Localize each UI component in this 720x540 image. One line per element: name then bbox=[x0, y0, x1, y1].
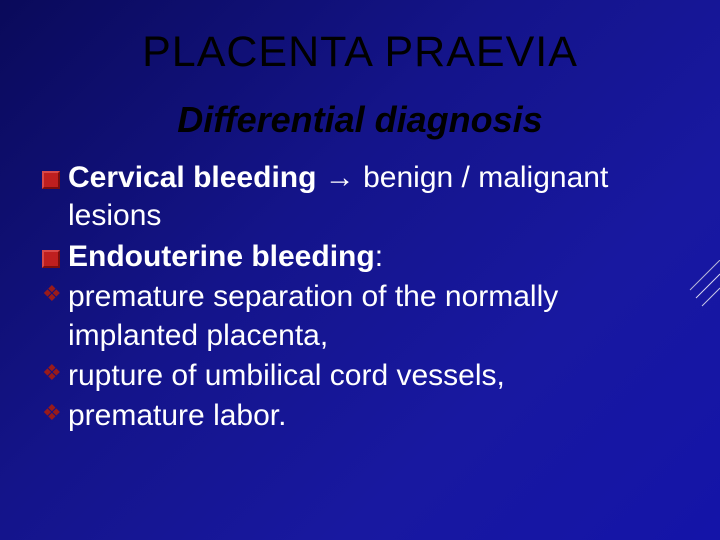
bullet-bold: Cervical bleeding bbox=[68, 161, 316, 194]
bullet-item: rupture of umbilical cord vessels, bbox=[68, 357, 680, 395]
slide-container: PLACENTA PRAEVIA Differential diagnosis … bbox=[0, 0, 720, 540]
bullet-item: Cervical bleeding → benign / malignant l… bbox=[68, 159, 680, 236]
slide-subtitle: Differential diagnosis bbox=[40, 99, 680, 141]
bullet-item: Endouterine bleeding: bbox=[68, 238, 680, 276]
bullet-text: : bbox=[375, 240, 383, 273]
bullet-item: premature separation of the normally imp… bbox=[68, 278, 680, 355]
bullet-item: premature labor. bbox=[68, 397, 680, 435]
slide-title: PLACENTA PRAEVIA bbox=[40, 28, 680, 77]
bullet-bold: Endouterine bleeding bbox=[68, 240, 375, 273]
bullet-text: premature separation of the normally imp… bbox=[68, 280, 558, 351]
bullet-text: premature labor. bbox=[68, 399, 286, 432]
slide-body: Cervical bleeding → benign / malignant l… bbox=[68, 159, 680, 436]
bullet-text: rupture of umbilical cord vessels, bbox=[68, 359, 505, 392]
